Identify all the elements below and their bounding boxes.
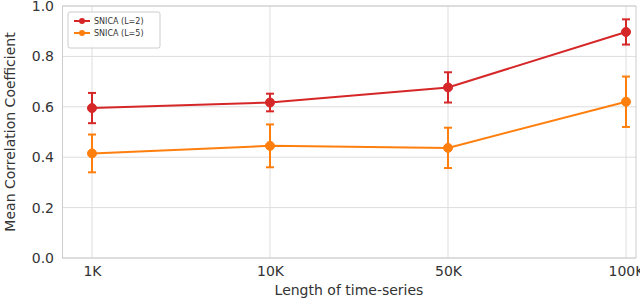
series	[88, 19, 631, 123]
marker	[622, 97, 631, 106]
y-tick: 0.4	[32, 149, 62, 165]
y-axis-title: Mean Correlation Coefficient	[2, 32, 18, 232]
error-bar-cap	[622, 44, 630, 46]
grid-line-y	[62, 157, 636, 158]
x-tick: 1K	[83, 258, 102, 279]
series	[88, 77, 631, 173]
error-bar-cap	[266, 166, 274, 168]
y-tick-label: 0.6	[32, 99, 54, 115]
marker	[266, 141, 275, 150]
error-bar-cap	[444, 102, 452, 104]
y-axis: 0.0 0.2 0.4 0.6 0.8 1.0	[32, 0, 63, 266]
error-bar-cap	[266, 110, 274, 112]
chart: 0.0 0.2 0.4 0.6 0.8 1.0 1K 10K 50K 100K SNICA (L=2…	[0, 0, 640, 301]
x-tick: 50K	[435, 258, 463, 279]
error-bar	[88, 135, 96, 173]
marker	[444, 143, 453, 152]
y-axis-line	[62, 7, 63, 259]
marker	[622, 27, 631, 36]
error-bar	[88, 93, 96, 123]
error-bar-cap	[622, 126, 630, 128]
error-bar-cap	[88, 171, 96, 173]
plot: 0.0 0.2 0.4 0.6 0.8 1.0 1K 10K 50K 100K SNICA (L=2…	[32, 0, 640, 279]
y-tick-label: 0.2	[32, 200, 54, 216]
y-tick: 1.0	[32, 0, 62, 14]
legend: SNICA (L=2) SNICA (L=5)	[68, 12, 160, 48]
error-bar-cap	[444, 167, 452, 169]
marker	[266, 98, 275, 107]
marker	[88, 104, 97, 113]
frame	[636, 6, 637, 258]
y-tick-label: 0.0	[32, 250, 54, 266]
error-bar	[266, 94, 274, 112]
y-tick-label: 0.4	[32, 149, 54, 165]
error-bar-cap	[88, 92, 96, 94]
y-tick-label: 1.0	[32, 0, 54, 14]
grid	[62, 6, 636, 258]
line	[92, 102, 626, 154]
y-tick-label: 0.8	[32, 48, 54, 64]
marker	[88, 149, 97, 158]
error-bar-cap	[266, 123, 274, 125]
grid-line-x	[270, 6, 271, 258]
grid-line-y	[62, 6, 636, 7]
line	[92, 32, 626, 108]
error-bar-cap	[622, 18, 630, 20]
error-bar-cap	[444, 71, 452, 73]
grid-line-x	[448, 6, 449, 258]
frame	[62, 6, 636, 7]
error-bar	[622, 19, 630, 44]
grid-line-y	[62, 258, 636, 259]
legend-marker	[79, 18, 85, 24]
marker	[444, 83, 453, 92]
y-tick: 0.2	[32, 200, 62, 216]
legend-box	[68, 12, 160, 48]
marks	[88, 19, 631, 172]
error-bar-cap	[266, 93, 274, 95]
error-bar-cap	[622, 76, 630, 78]
x-tick-label: 100K	[609, 263, 640, 279]
x-tick: 100K	[609, 258, 640, 279]
error-bar-cap	[88, 122, 96, 124]
error-bar	[266, 124, 274, 167]
y-tick: 0.6	[32, 99, 62, 115]
x-tick-label: 50K	[435, 263, 463, 279]
legend-label: SNICA (L=2)	[94, 17, 144, 26]
y-tick: 0.8	[32, 48, 62, 64]
error-bar	[444, 128, 452, 168]
legend-label: SNICA (L=5)	[94, 29, 144, 38]
grid-line-y	[62, 207, 636, 208]
x-axis: 1K 10K 50K 100K	[62, 258, 640, 279]
error-bar	[444, 72, 452, 102]
x-tick: 10K	[257, 258, 285, 279]
error-bar-cap	[88, 134, 96, 136]
x-axis-title: Length of time-series	[275, 282, 424, 298]
x-tick-label: 1K	[83, 263, 102, 279]
error-bar-cap	[444, 127, 452, 129]
x-tick-label: 10K	[257, 263, 285, 279]
y-tick: 0.0	[32, 250, 62, 266]
legend-marker	[79, 30, 85, 36]
error-bar	[622, 77, 630, 127]
x-axis-line	[62, 258, 636, 259]
